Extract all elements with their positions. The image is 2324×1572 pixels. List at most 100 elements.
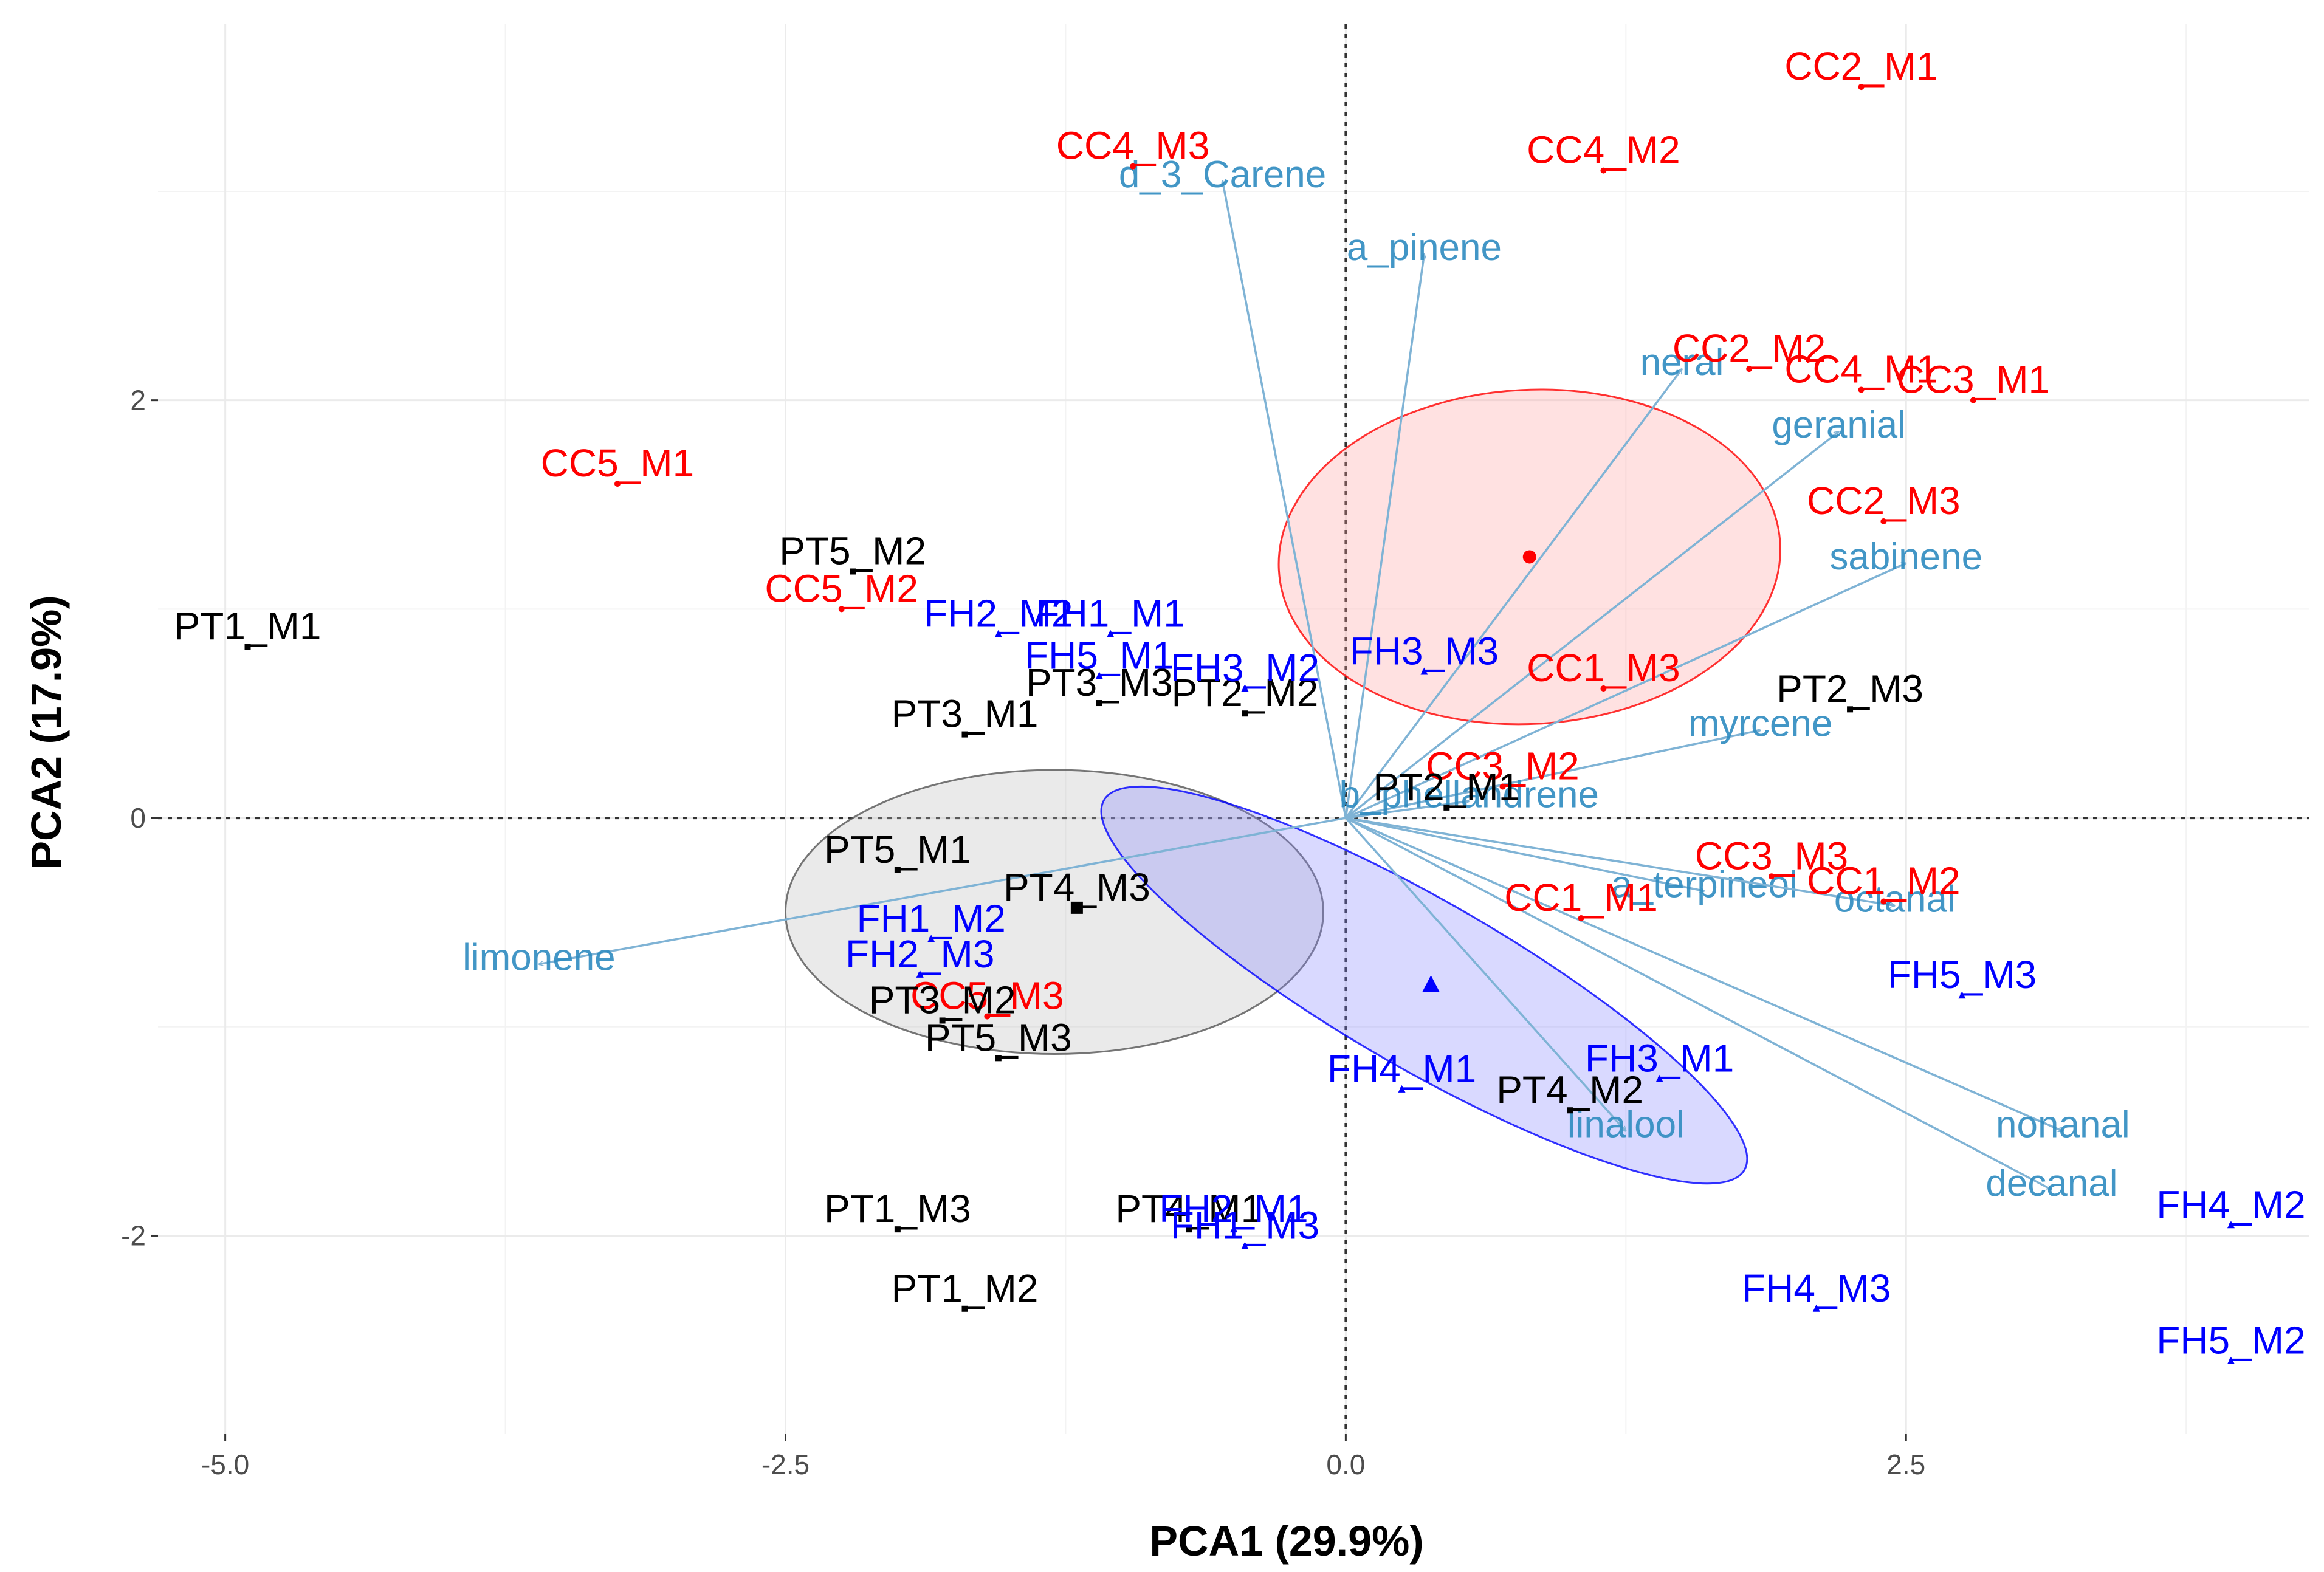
loading-arrow-neral [1344, 369, 1682, 819]
point-cc3-m3: CC3_M3 [1695, 834, 1848, 880]
loading-arrow-linalool [1345, 817, 1626, 1131]
point-marker [1847, 706, 1854, 713]
point-label: PT2_M3 [1776, 667, 1923, 710]
point-pt1-m2: PT1_M2 [892, 1266, 1039, 1312]
point-label: PT1_M1 [174, 604, 321, 648]
loading-arrow-d-3-carene [1223, 181, 1347, 819]
loading-arrow-nonanal [1345, 817, 2063, 1133]
point-pt4-m3: PT4_M3 [1003, 865, 1150, 911]
point-pt2-m2: PT2_M2 [1172, 671, 1319, 717]
x-tick-label: -2.5 [761, 1449, 810, 1480]
point-marker [2227, 1221, 2235, 1229]
point-marker [961, 731, 968, 738]
x-axis-title: PCA1 (29.9%) [1149, 1517, 1423, 1565]
point-marker [1096, 700, 1102, 707]
loading-label-linalool: linalool [1567, 1104, 1685, 1146]
point-pt3-m1: PT3_M1 [892, 692, 1039, 738]
point-marker [838, 606, 845, 613]
loading-arrow-decanal [1345, 817, 2052, 1191]
point-label: PT2_M1 [1373, 765, 1520, 809]
point-label: FH2_M2 [924, 592, 1073, 636]
point-marker [1655, 1074, 1663, 1082]
y-axis-title: PCA2 (17.9%) [22, 595, 70, 869]
point-cc5-m3: CC5_M3 [910, 974, 1064, 1020]
y-tick-label: 0 [130, 802, 146, 834]
point-fh1-m1: FH1_M1 [1036, 592, 1185, 637]
point-fh3-m3: FH3_M3 [1350, 629, 1499, 675]
loading-label-octanal: octanal [1834, 878, 1956, 920]
loading-arrow-sabinene [1345, 562, 1906, 819]
loading-arrow-limonene [539, 817, 1346, 964]
point-fh5-m2: FH5_M2 [2156, 1319, 2306, 1364]
point-marker [1242, 710, 1248, 717]
point-cc1-m3: CC1_M3 [1527, 646, 1680, 692]
point-label: CC2_M3 [1807, 479, 1961, 523]
point-cc1-m2: CC1_M2 [1807, 859, 1961, 905]
point-label: PT5_M3 [925, 1015, 1072, 1059]
point-pt2-m3: PT2_M3 [1776, 667, 1923, 713]
point-label: PT4_M3 [1003, 865, 1150, 909]
point-fh3-m2: FH3_M2 [1171, 646, 1319, 692]
point-marker [995, 1055, 1002, 1062]
point-pt2-m1: PT2_M1 [1373, 765, 1520, 811]
point-marker [1241, 684, 1249, 692]
point-label: FH2_M3 [845, 932, 994, 976]
point-fh2-m2: FH2_M2 [924, 592, 1073, 637]
point-marker [1443, 804, 1450, 811]
axes: -5.0 -2.5 0.0 2.5 -2 0 2 [121, 385, 1925, 1480]
point-cc1-m1: CC1_M1 [1504, 876, 1658, 922]
point-label: CC5_M2 [765, 566, 918, 610]
point-marker [1600, 685, 1607, 692]
point-label: CC1_M2 [1807, 859, 1961, 903]
loading-arrow-myrcene [1346, 730, 1760, 819]
point-pt5-m3: PT5_M3 [925, 1015, 1072, 1062]
point-pt4-m1: PT4_M1 [1115, 1187, 1262, 1233]
point-label: CC3_M1 [1897, 358, 2051, 402]
point-marker [1880, 898, 1887, 905]
point-marker [1241, 1241, 1249, 1249]
point-marker [1600, 167, 1607, 174]
point-marker [927, 935, 935, 942]
zero-reference-lines [158, 24, 2309, 1434]
loading-label-neral: neral [1640, 342, 1724, 383]
point-marker [1186, 1226, 1192, 1233]
point-cc4-m1: CC4_M1 [1784, 347, 1938, 393]
point-cc3-m2: CC3_M2 [1426, 744, 1580, 790]
point-marker [939, 1017, 946, 1024]
point-cc2-m2: CC2_M2 [1673, 326, 1826, 372]
point-label: PT2_M2 [1172, 671, 1319, 715]
loading-arrow-a-terpineol [1346, 817, 1704, 891]
point-marker [1858, 84, 1865, 91]
point-cc5-m1: CC5_M1 [541, 441, 694, 487]
point-label: FH5_M2 [2156, 1319, 2305, 1362]
point-marker [1746, 366, 1753, 372]
point-marker [916, 970, 924, 978]
point-fh2-m3: FH2_M3 [845, 932, 994, 978]
point-marker [894, 1226, 901, 1233]
point-marker [1398, 1085, 1406, 1093]
point-marker [1578, 915, 1584, 922]
point-cc4-m3: CC4_M3 [1056, 124, 1209, 170]
point-label: PT3_M1 [892, 692, 1039, 736]
point-label: FH2_M1 [1159, 1187, 1308, 1230]
point-marker [244, 644, 251, 650]
point-pt5-m2: PT5_M2 [779, 529, 926, 575]
point-label: CC2_M2 [1673, 326, 1826, 370]
y-tick-label: 2 [130, 385, 146, 416]
point-pt5-m1: PT5_M1 [824, 828, 971, 873]
point-label: FH4_M2 [2156, 1182, 2305, 1226]
loading-label-b-phellandrene: b_phellandrene [1339, 774, 1599, 816]
point-cc2-m3: CC2_M3 [1807, 479, 1961, 525]
point-marker [1095, 671, 1103, 679]
point-label: PT1_M2 [892, 1266, 1039, 1310]
point-marker [1567, 1107, 1573, 1114]
point-fh1-m2: FH1_M2 [856, 896, 1006, 942]
point-marker [1858, 386, 1865, 393]
point-marker [1970, 397, 1976, 403]
point-label: FH3_M2 [1171, 646, 1319, 690]
point-cc4-m2: CC4_M2 [1527, 128, 1680, 174]
x-tick-label: 2.5 [1886, 1449, 1925, 1480]
point-label: FH5_M1 [1025, 633, 1174, 677]
point-label: PT1_M3 [824, 1187, 971, 1230]
